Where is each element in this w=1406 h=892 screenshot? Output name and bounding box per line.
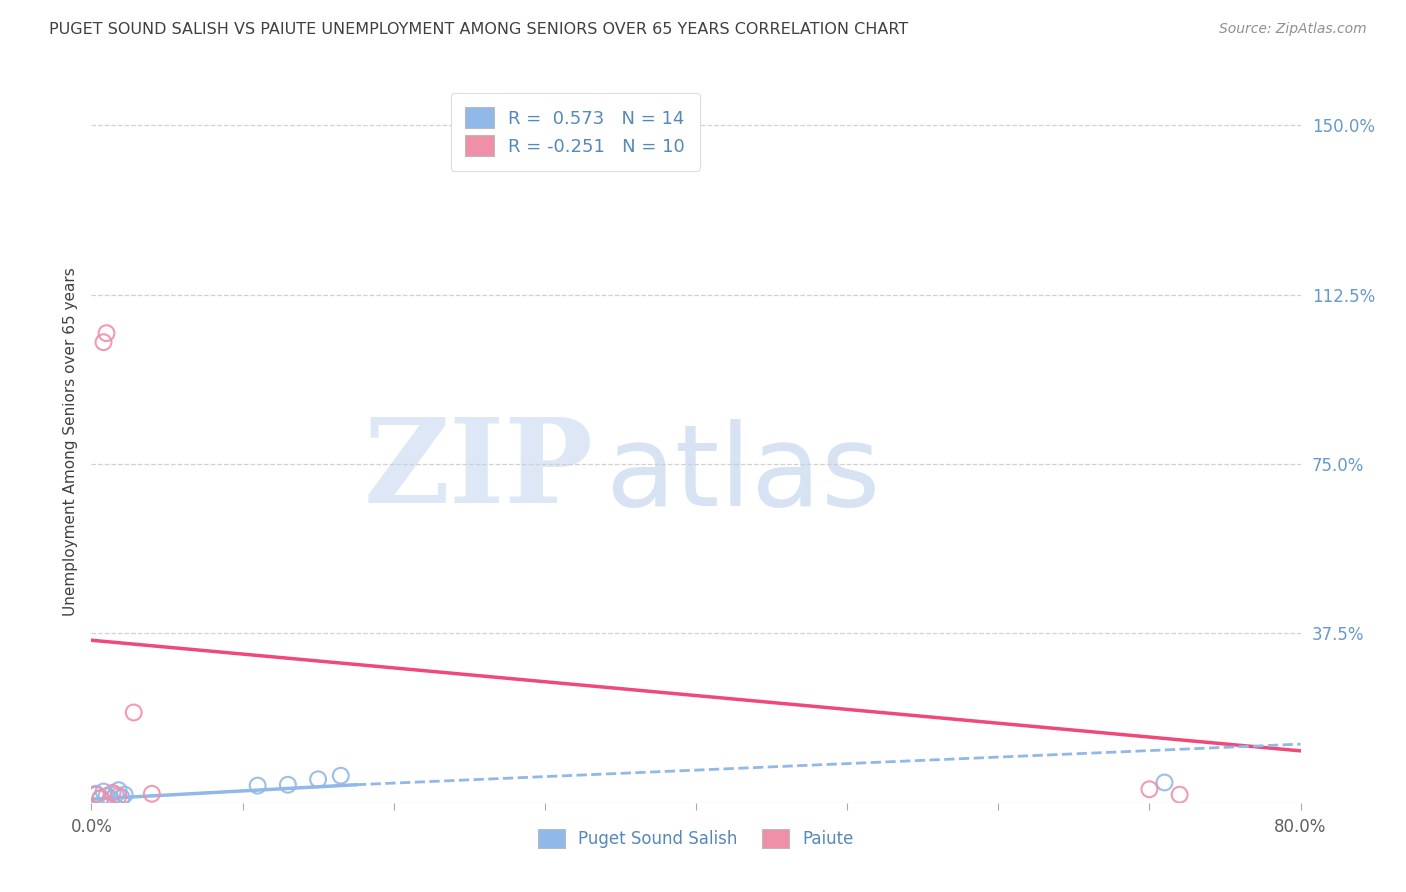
Point xyxy=(307,772,329,787)
Point xyxy=(100,792,122,806)
Point xyxy=(277,778,299,792)
Text: ZIP: ZIP xyxy=(363,413,593,528)
Point xyxy=(107,783,129,797)
Point xyxy=(104,788,127,802)
Point xyxy=(107,789,129,803)
Point xyxy=(96,326,118,340)
Point xyxy=(96,789,118,803)
Point xyxy=(114,788,136,802)
Point xyxy=(101,786,124,800)
Legend: Puget Sound Salish, Paiute: Puget Sound Salish, Paiute xyxy=(526,817,866,860)
Point xyxy=(84,787,107,801)
Point xyxy=(246,779,269,793)
Point xyxy=(141,787,163,801)
Point xyxy=(84,788,107,802)
Point xyxy=(89,791,111,805)
Point xyxy=(111,790,132,805)
Point xyxy=(89,791,111,805)
Y-axis label: Unemployment Among Seniors over 65 years: Unemployment Among Seniors over 65 years xyxy=(62,268,77,615)
Text: atlas: atlas xyxy=(605,418,880,530)
Point xyxy=(1168,788,1191,802)
Point xyxy=(93,784,115,798)
Text: PUGET SOUND SALISH VS PAIUTE UNEMPLOYMENT AMONG SENIORS OVER 65 YEARS CORRELATIO: PUGET SOUND SALISH VS PAIUTE UNEMPLOYMEN… xyxy=(49,22,908,37)
Point xyxy=(1153,775,1175,789)
Text: Source: ZipAtlas.com: Source: ZipAtlas.com xyxy=(1219,22,1367,37)
Point xyxy=(1139,782,1161,797)
Point xyxy=(122,706,145,720)
Point xyxy=(329,769,352,783)
Point xyxy=(93,335,115,350)
